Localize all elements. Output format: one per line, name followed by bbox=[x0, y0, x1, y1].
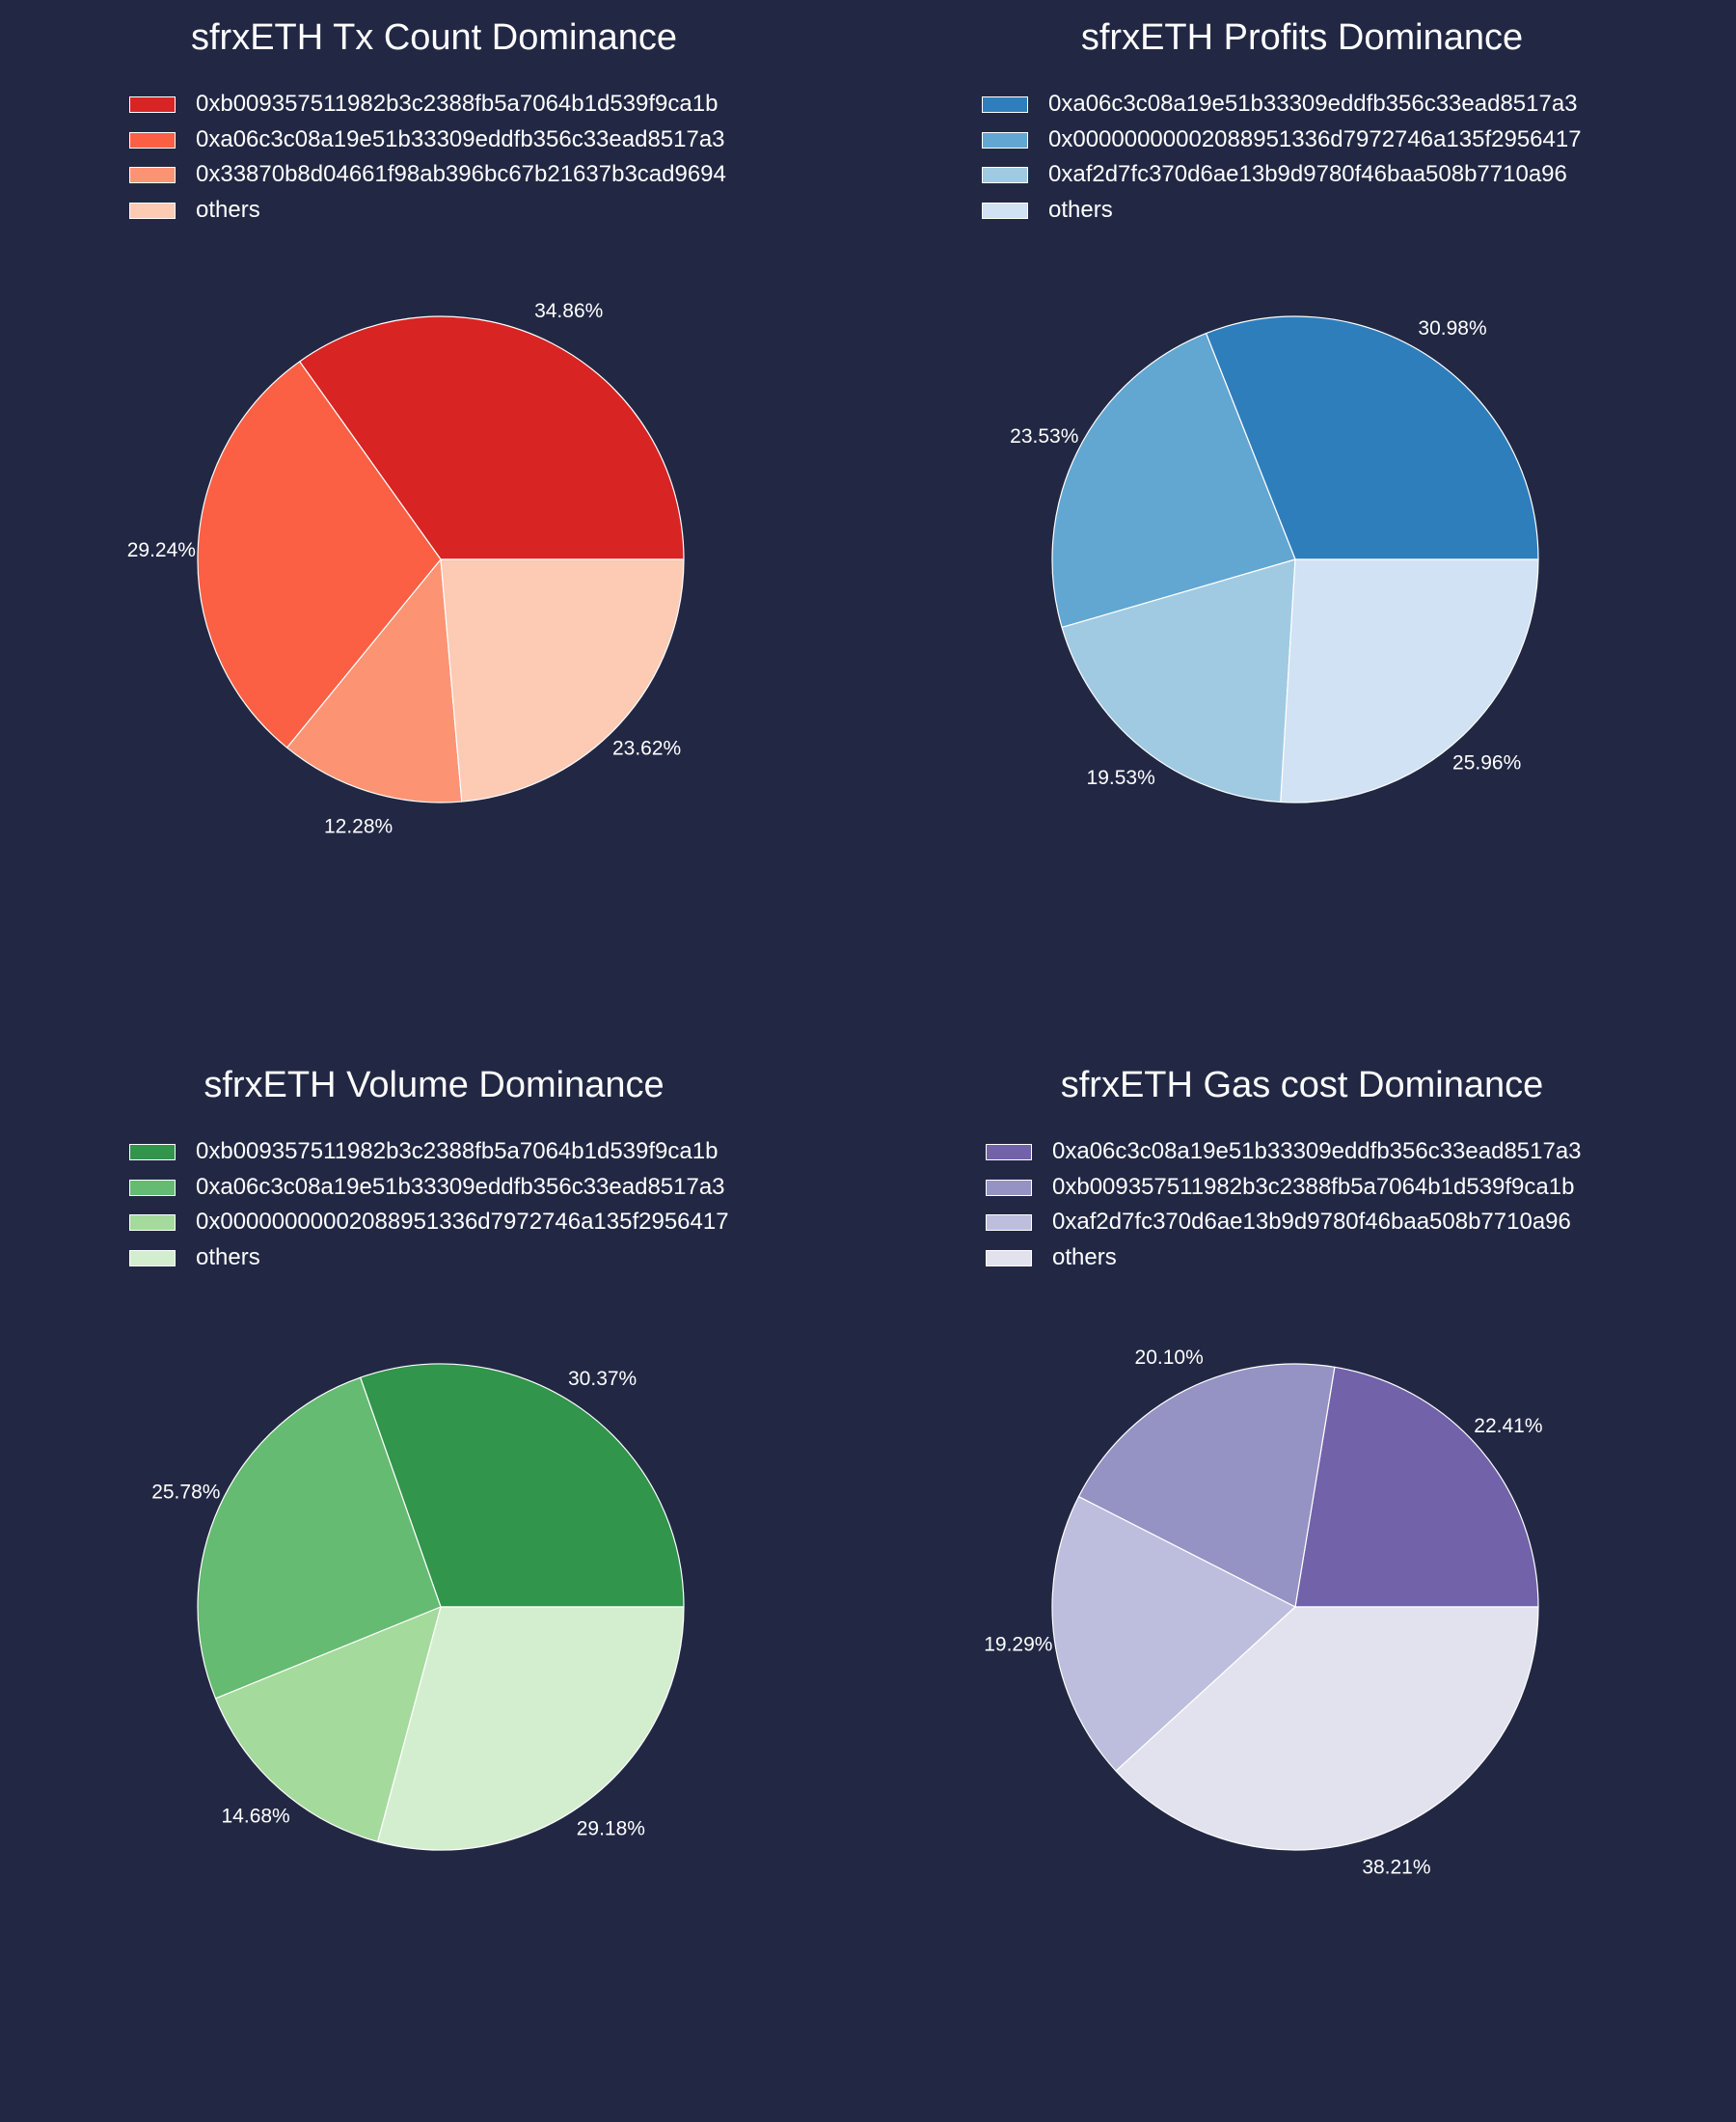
legend-label: 0x00000000002088951336d7972746a135f29564… bbox=[196, 1209, 729, 1236]
pie-slice bbox=[285, 558, 463, 803]
legend-label: 0x00000000002088951336d7972746a135f29564… bbox=[1048, 125, 1582, 152]
legend-label: 0xa06c3c08a19e51b33309eddfb356c33ead8517… bbox=[196, 125, 725, 152]
tx-count-chart: sfrxETH Tx Count Dominance 0xb0093575119… bbox=[0, 0, 868, 1047]
legend-swatch bbox=[129, 203, 176, 220]
legend-label: others bbox=[196, 1244, 260, 1271]
slice-percentage-label: 25.96% bbox=[1452, 752, 1521, 775]
slice-percentage-label: 12.28% bbox=[324, 815, 393, 837]
slice-percentage-label: 19.53% bbox=[1087, 767, 1155, 789]
legend-swatch bbox=[982, 167, 1028, 184]
pie-slice bbox=[1280, 558, 1539, 803]
slice-percentage-label: 29.18% bbox=[577, 1817, 645, 1839]
legend-swatch bbox=[986, 1250, 1032, 1267]
legend-swatch bbox=[129, 1179, 176, 1196]
legend-label: 0xa06c3c08a19e51b33309eddfb356c33ead8517… bbox=[1052, 1138, 1582, 1164]
legend-swatch bbox=[986, 1179, 1032, 1196]
pie-chart: 34.86% 29.24% 12.28% 23.62% bbox=[127, 300, 685, 837]
pie-slice bbox=[377, 1606, 685, 1851]
gas-cost-chart: sfrxETH Gas cost Dominance 0xa06c3c08a19… bbox=[868, 1047, 1736, 2095]
legend-swatch bbox=[129, 131, 176, 149]
legend-swatch bbox=[982, 96, 1028, 113]
legend-label: 0x33870b8d04661f98ab396bc67b21637b3cad96… bbox=[196, 161, 726, 188]
slice-percentage-label: 29.24% bbox=[127, 539, 196, 561]
pie-slice bbox=[197, 1376, 442, 1700]
slice-percentage-label: 30.98% bbox=[1418, 317, 1486, 340]
legend-swatch bbox=[129, 96, 176, 113]
pie-slice bbox=[1051, 1496, 1296, 1772]
pie-slice bbox=[1115, 1606, 1539, 1851]
legend-swatch bbox=[982, 131, 1028, 149]
chart-title: sfrxETH Profits Dominance bbox=[1080, 17, 1524, 58]
slice-percentage-label: 20.10% bbox=[1135, 1347, 1204, 1369]
slice-percentage-label: 30.37% bbox=[568, 1368, 637, 1390]
legend-label: others bbox=[1052, 1244, 1117, 1271]
pie-chart: 22.41% 20.10% 19.29% 38.21% bbox=[984, 1347, 1542, 1879]
legend-label: 0xaf2d7fc370d6ae13b9d9780f46baa508b7710a… bbox=[1052, 1209, 1571, 1236]
legend-swatch bbox=[982, 203, 1028, 220]
pie-slice bbox=[1077, 1363, 1336, 1608]
slice-percentage-label: 38.21% bbox=[1362, 1857, 1430, 1879]
legend-label: others bbox=[1048, 197, 1113, 224]
legend-swatch bbox=[129, 1144, 176, 1160]
legend-label: 0xa06c3c08a19e51b33309eddfb356c33ead8517… bbox=[1048, 91, 1578, 117]
legend-label: others bbox=[196, 197, 260, 224]
legend-label: 0xb009357511982b3c2388fb5a7064b1d539f9ca… bbox=[196, 91, 719, 117]
volume-chart: sfrxETH Volume Dominance 0xb009357511982… bbox=[0, 1047, 868, 2095]
chart-title: sfrxETH Gas cost Dominance bbox=[1060, 1065, 1544, 1105]
slice-percentage-label: 22.41% bbox=[1474, 1415, 1542, 1437]
slice-percentage-label: 23.53% bbox=[1010, 425, 1078, 448]
chart-title: sfrxETH Volume Dominance bbox=[203, 1065, 665, 1105]
pie-slice bbox=[214, 1606, 442, 1842]
slice-percentage-label: 25.78% bbox=[151, 1481, 220, 1503]
pie-slice bbox=[360, 1363, 685, 1608]
pie-slice bbox=[1294, 1366, 1539, 1608]
pie-slice bbox=[299, 315, 685, 560]
legend-label: 0xb009357511982b3c2388fb5a7064b1d539f9ca… bbox=[1052, 1173, 1575, 1200]
legend-swatch bbox=[129, 1250, 176, 1267]
profits-chart: sfrxETH Profits Dominance 0xa06c3c08a19e… bbox=[868, 0, 1736, 1047]
chart-title: sfrxETH Tx Count Dominance bbox=[190, 17, 678, 58]
legend-swatch bbox=[986, 1144, 1032, 1160]
legend-swatch bbox=[129, 167, 176, 184]
legend-swatch bbox=[129, 1214, 176, 1232]
legend-label: 0xb009357511982b3c2388fb5a7064b1d539f9ca… bbox=[196, 1138, 719, 1164]
slice-percentage-label: 23.62% bbox=[612, 737, 681, 759]
legend-label: 0xa06c3c08a19e51b33309eddfb356c33ead8517… bbox=[196, 1173, 725, 1200]
pie-slice bbox=[1051, 332, 1296, 629]
slice-percentage-label: 14.68% bbox=[222, 1806, 290, 1828]
pie-slice bbox=[1205, 315, 1539, 560]
pie-slice bbox=[440, 558, 685, 803]
pie-slice bbox=[197, 361, 442, 748]
legend-label: 0xaf2d7fc370d6ae13b9d9780f46baa508b7710a… bbox=[1048, 161, 1567, 188]
legend-swatch bbox=[986, 1214, 1032, 1232]
slice-percentage-label: 34.86% bbox=[534, 300, 603, 322]
pie-chart: 30.98% 23.53% 19.53% 25.96% bbox=[1010, 315, 1539, 803]
pie-chart: 30.37% 25.78% 14.68% 29.18% bbox=[151, 1363, 685, 1851]
slice-percentage-label: 19.29% bbox=[984, 1634, 1052, 1656]
pie-slice bbox=[1061, 558, 1296, 803]
